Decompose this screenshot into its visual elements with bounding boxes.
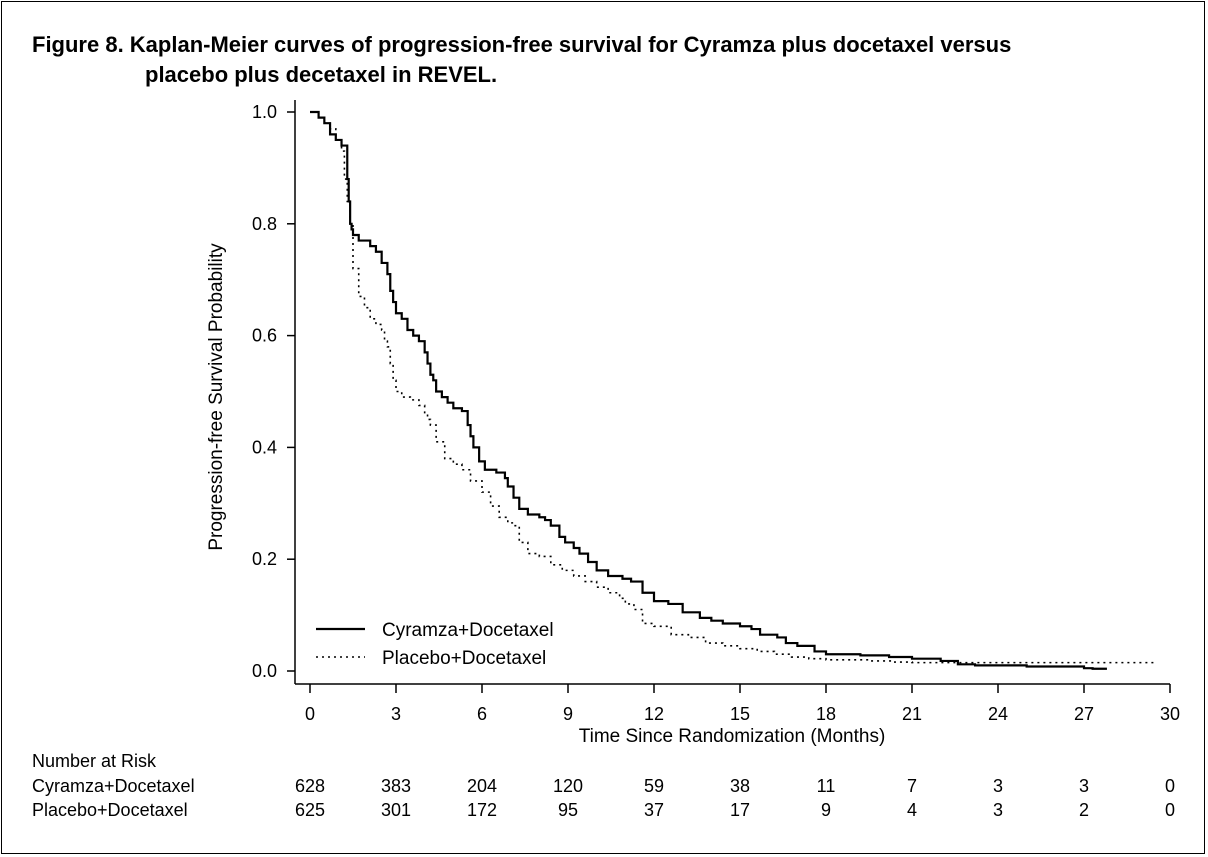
risk-value: 172 bbox=[466, 800, 498, 820]
risk-value: 17 bbox=[729, 800, 751, 820]
x-tick-label: 21 bbox=[902, 704, 922, 724]
figure-title-line-1: Figure 8. Kaplan-Meier curves of progres… bbox=[32, 32, 1012, 57]
x-tick-label: 9 bbox=[563, 704, 573, 724]
x-tick-label: 6 bbox=[477, 704, 487, 724]
x-tick-label: 24 bbox=[988, 704, 1008, 724]
y-tick-label: 0.8 bbox=[252, 214, 277, 234]
y-axis-label: Progression-free Survival Probability bbox=[206, 243, 227, 551]
risk-value: 3 bbox=[1078, 776, 1089, 796]
risk-value: 3 bbox=[992, 776, 1003, 796]
risk-value: 95 bbox=[557, 800, 579, 820]
series-line-cyramza-docetaxel bbox=[310, 110, 1107, 670]
x-tick-label: 15 bbox=[730, 704, 750, 724]
risk-value: 120 bbox=[552, 776, 584, 796]
risk-table-header: Number at Risk bbox=[32, 751, 157, 771]
risk-value: 625 bbox=[294, 800, 326, 820]
legend-label: Placebo+Docetaxel bbox=[382, 648, 546, 669]
risk-value: 38 bbox=[729, 776, 751, 796]
risk-value: 204 bbox=[466, 776, 498, 796]
risk-value: 11 bbox=[816, 776, 836, 796]
risk-value: 4 bbox=[906, 800, 917, 820]
x-tick-label: 30 bbox=[1160, 704, 1180, 724]
risk-value: 2 bbox=[1078, 800, 1089, 820]
y-tick-label: 0.6 bbox=[252, 326, 277, 346]
risk-row-label: Placebo+Docetaxel bbox=[32, 800, 188, 820]
legend-label: Cyramza+Docetaxel bbox=[382, 620, 554, 641]
risk-value: 628 bbox=[294, 776, 326, 796]
risk-value: 9 bbox=[820, 800, 831, 820]
risk-value: 0 bbox=[1164, 776, 1175, 796]
risk-row-label: Cyramza+Docetaxel bbox=[32, 776, 195, 796]
risk-value: 7 bbox=[906, 776, 917, 796]
x-tick-label: 3 bbox=[391, 704, 401, 724]
risk-value: 383 bbox=[380, 776, 412, 796]
risk-value: 0 bbox=[1164, 800, 1175, 820]
series-line-placebo-docetaxel bbox=[310, 111, 1156, 664]
y-tick-label: 0.2 bbox=[252, 549, 277, 569]
y-tick-label: 0.0 bbox=[252, 661, 277, 681]
risk-value: 59 bbox=[643, 776, 665, 796]
y-tick-label: 0.4 bbox=[252, 437, 277, 457]
risk-value: 3 bbox=[992, 800, 1003, 820]
x-tick-label: 0 bbox=[305, 704, 315, 724]
x-tick-label: 27 bbox=[1074, 704, 1094, 724]
x-tick-label: 18 bbox=[816, 704, 836, 724]
figure-title-line-2: placebo plus decetaxel in REVEL. bbox=[145, 62, 498, 87]
risk-value: 301 bbox=[380, 800, 412, 820]
x-axis-label: Time Since Randomization (Months) bbox=[579, 726, 886, 747]
x-tick-label: 12 bbox=[644, 704, 664, 724]
figure-title: Figure 8. Kaplan-Meier curves of progres… bbox=[32, 30, 1011, 90]
risk-value: 37 bbox=[643, 800, 665, 820]
y-tick-label: 1.0 bbox=[252, 102, 277, 122]
